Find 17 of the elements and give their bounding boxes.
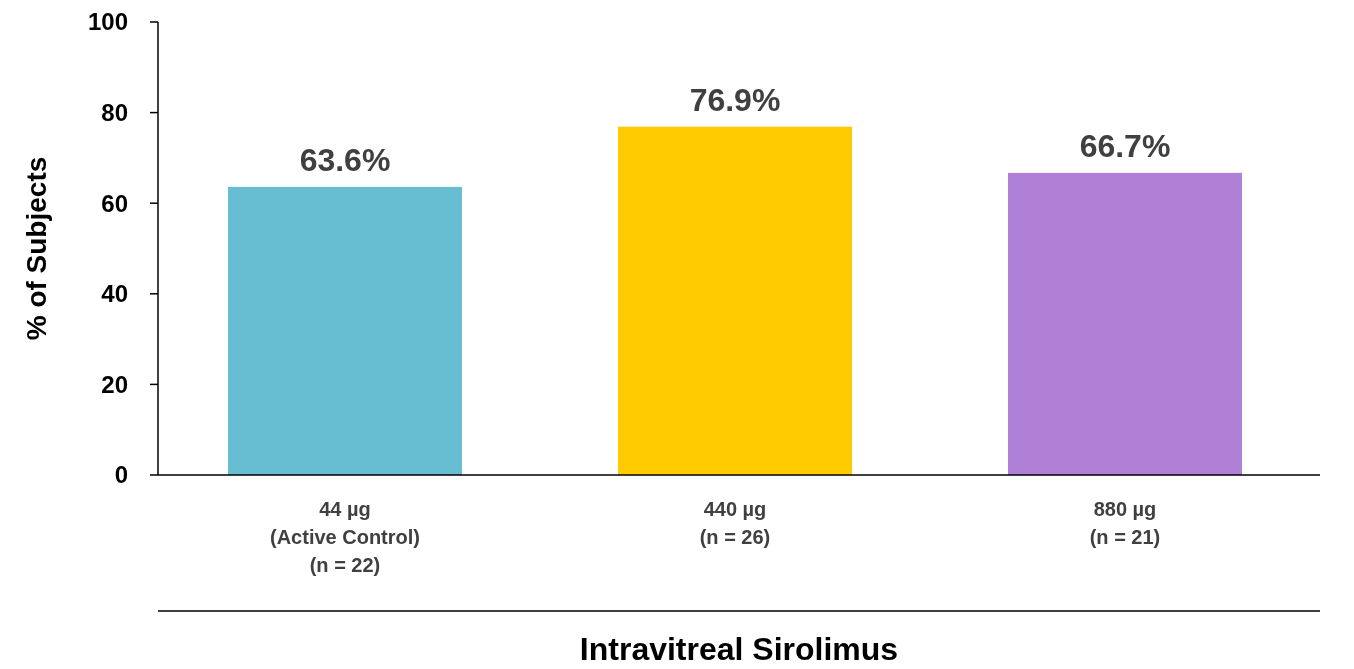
bar: [228, 186, 462, 475]
data-label: 63.6%: [299, 141, 391, 178]
y-tick-label: 60: [101, 189, 128, 217]
x-axis-title: Intravitreal Sirolimus: [579, 631, 899, 667]
x-tick-label: 440 µg (n = 26): [699, 498, 771, 548]
bar: [618, 126, 852, 475]
y-tick-label: 80: [101, 99, 128, 126]
y-axis-title: % of Subjects: [21, 156, 52, 341]
y-tick-label: 40: [101, 280, 128, 308]
bar: [1008, 172, 1242, 475]
y-tick-label: 0: [114, 461, 128, 489]
data-label: 66.7%: [1079, 127, 1171, 164]
data-label: 76.9%: [689, 81, 781, 118]
y-tick-label: 100: [87, 8, 128, 36]
x-tick-label: 44 µg (Active Control) (n = 22): [270, 498, 420, 576]
y-tick-label: 20: [101, 370, 128, 398]
x-tick-label: 880 µg (n = 21): [1089, 498, 1161, 548]
